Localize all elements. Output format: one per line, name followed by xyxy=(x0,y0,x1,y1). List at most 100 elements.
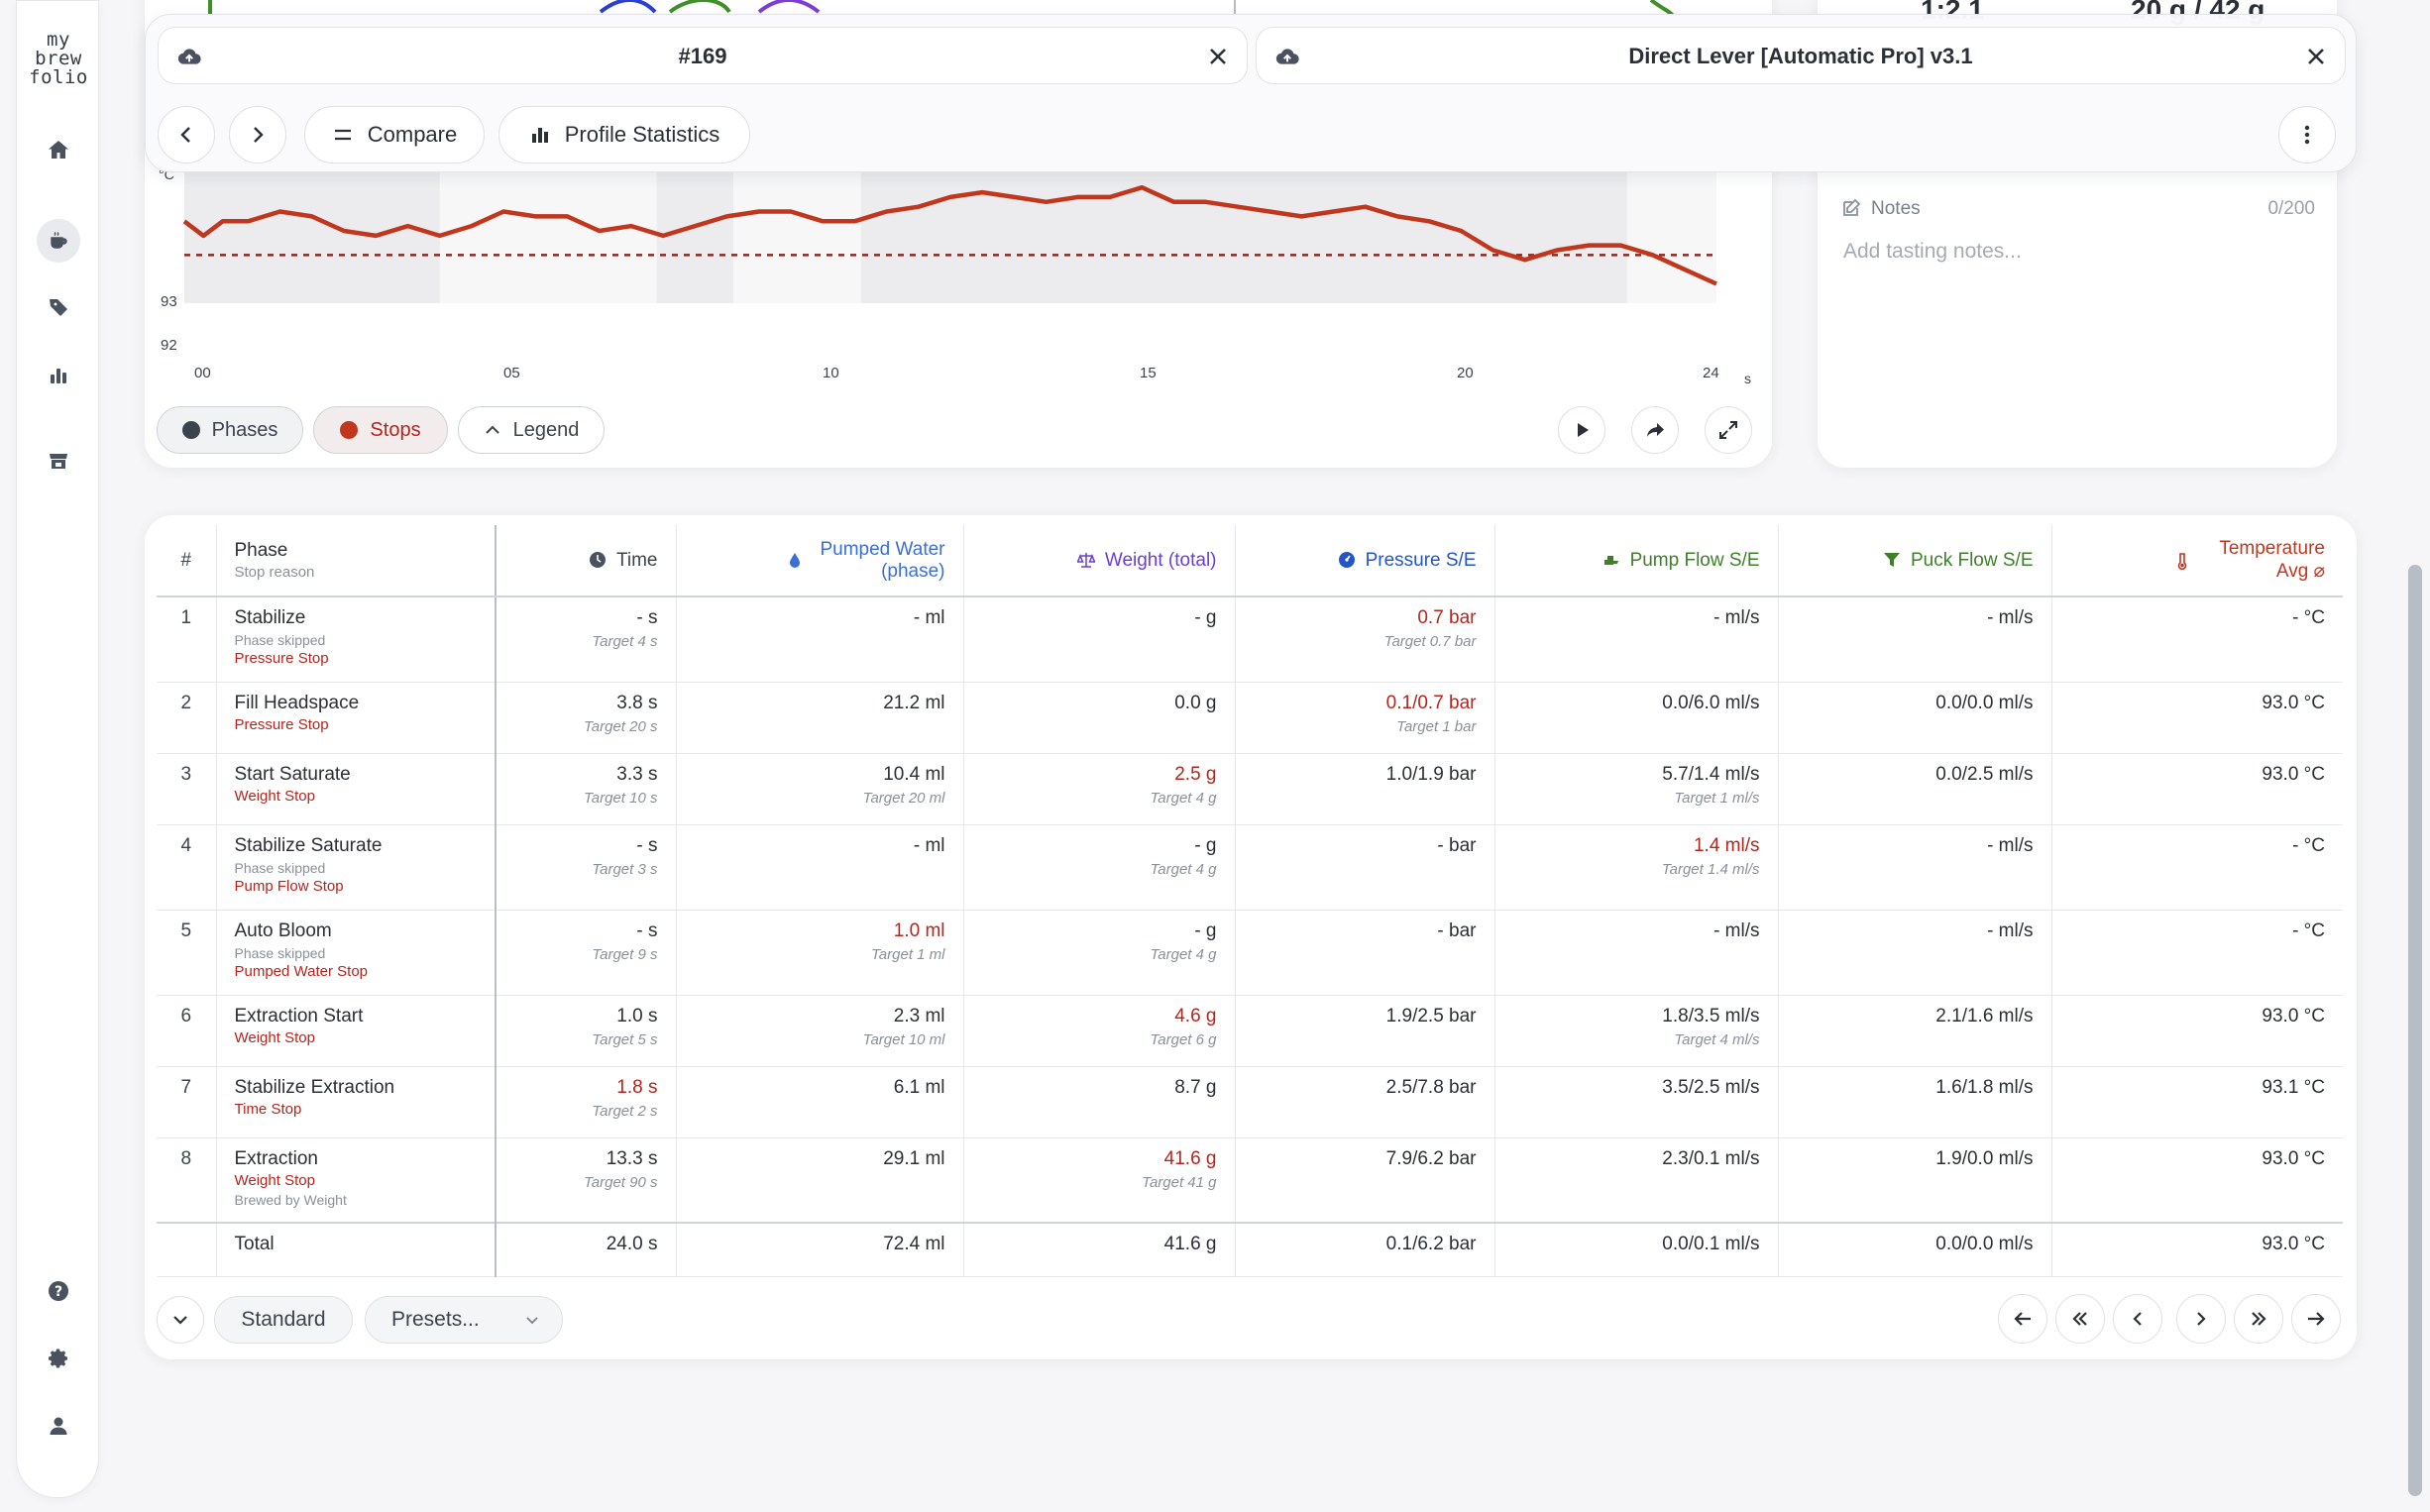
pumped-water-cell: 29.1 ml xyxy=(676,1137,964,1223)
next-page-button[interactable] xyxy=(2176,1294,2226,1344)
play-icon xyxy=(1578,423,1589,437)
tab-profile[interactable]: Direct Lever [Automatic Pro] v3.1 xyxy=(1256,27,2346,84)
previous-page-button[interactable] xyxy=(2113,1294,2162,1344)
bar-chart-icon[interactable] xyxy=(37,354,80,397)
pump-flow-cell-target: Target 4 ml/s xyxy=(1674,1030,1760,1048)
more-options-button[interactable] xyxy=(2278,106,2336,163)
temperature-chart[interactable] xyxy=(145,149,1772,357)
arrow-right-icon xyxy=(2308,1312,2325,1326)
chevron-down-icon xyxy=(526,1317,538,1325)
pump-flow-cell: 3.5/2.5 ml/s xyxy=(1494,1066,1779,1137)
puck-flow-cell: 1.6/1.8 ml/s xyxy=(1778,1066,2052,1137)
standard-view-button[interactable]: Standard xyxy=(214,1296,353,1344)
previous-shot-button[interactable] xyxy=(158,106,215,163)
time-cell: - s Target 9 s xyxy=(496,910,677,995)
fullscreen-button[interactable] xyxy=(1705,406,1752,454)
header-pumped-water[interactable]: Pumped Water (phase) xyxy=(676,525,964,597)
row-number-cell: 7 xyxy=(157,1066,217,1137)
tasting-notes-input[interactable]: Add tasting notes... xyxy=(1843,240,2022,263)
legend-toggle[interactable]: Legend xyxy=(458,406,605,454)
pressure-cell: 1.9/2.5 bar xyxy=(1235,995,1495,1066)
coffee-cup-icon[interactable] xyxy=(37,219,80,263)
table-row[interactable]: 3 Start Saturate Weight Stop 3.3 s Target 10… xyxy=(157,753,2343,824)
help-icon[interactable]: ? xyxy=(37,1269,80,1313)
profile-statistics-button[interactable]: Profile Statistics xyxy=(498,106,750,163)
compare-button[interactable]: Compare xyxy=(304,106,485,163)
pressure-cell-value: 7.9/6.2 bar xyxy=(1385,1147,1477,1169)
temperature-cell-value: 93.0 °C xyxy=(2262,692,2325,713)
weight-cell-value: 41.6 g xyxy=(1163,1147,1217,1169)
header-weight[interactable]: Weight (total) xyxy=(963,525,1236,597)
pressure-cell: - bar xyxy=(1235,910,1495,995)
phase-name: Stabilize xyxy=(234,607,306,628)
first-page-button[interactable] xyxy=(2055,1294,2105,1344)
next-shot-button[interactable] xyxy=(229,106,286,163)
collapse-button[interactable] xyxy=(157,1296,204,1344)
total-time: 24.0 s xyxy=(496,1223,677,1276)
tab-title-shot: #169 xyxy=(678,44,727,68)
stops-toggle[interactable]: Stops xyxy=(313,406,448,454)
row-number-cell: 2 xyxy=(157,682,217,753)
table-row[interactable]: 5 Auto Bloom Phase skipped Pumped Water Sto… xyxy=(157,910,2343,995)
table-row[interactable]: 7 Stabilize Extraction Time Stop 1.8 s Targe… xyxy=(157,1066,2343,1137)
close-icon[interactable] xyxy=(2301,42,2331,71)
chevron-right-icon xyxy=(254,127,264,143)
tab-shot-169[interactable]: #169 xyxy=(158,27,1248,84)
pump-flow-cell-value: 3.5/2.5 ml/s xyxy=(1662,1076,1760,1098)
time-cell-target: Target 2 s xyxy=(592,1102,658,1120)
x-tick-24: 24 xyxy=(1703,365,1719,381)
table-row[interactable]: 8 Extraction Weight Stop Brewed by Weight 13… xyxy=(157,1137,2343,1223)
header-puck-flow[interactable]: Puck Flow S/E xyxy=(1778,525,2052,597)
tag-icon[interactable] xyxy=(37,285,80,329)
time-cell-value: 1.8 s xyxy=(616,1076,658,1098)
time-cell: 3.8 s Target 20 s xyxy=(496,682,677,753)
close-icon[interactable] xyxy=(1203,42,1233,71)
presets-label: Presets... xyxy=(391,1308,480,1331)
phases-label: Phases xyxy=(211,418,278,441)
header-pump-flow[interactable]: Pump Flow S/E xyxy=(1494,525,1779,597)
table-row[interactable]: 1 Stabilize Phase skipped Pressure Stop - s T… xyxy=(157,596,2343,682)
last-page-button[interactable] xyxy=(2234,1294,2283,1344)
app-logo[interactable]: my brew folio xyxy=(17,31,100,87)
home-icon[interactable] xyxy=(37,128,80,171)
weight-cell-value: - g xyxy=(1194,834,1217,856)
table-row[interactable]: 4 Stabilize Saturate Phase skipped Pump Flo… xyxy=(157,824,2343,910)
gear-icon[interactable] xyxy=(37,1337,80,1380)
header-time[interactable]: Time xyxy=(496,525,677,597)
puck-flow-cell-value: 1.6/1.8 ml/s xyxy=(1935,1076,2034,1098)
header-phase[interactable]: Phase Stop reason xyxy=(216,525,497,597)
row-number: 3 xyxy=(180,763,192,785)
puck-flow-cell-value: 1.9/0.0 ml/s xyxy=(1935,1147,2034,1169)
header-pressure[interactable]: Pressure S/E xyxy=(1235,525,1495,597)
time-cell-value: 13.3 s xyxy=(606,1147,658,1169)
scroll-left-button[interactable] xyxy=(1998,1294,2047,1344)
weight-cell: 8.7 g xyxy=(963,1066,1236,1137)
pumped-water-cell-target: Target 1 ml xyxy=(871,945,945,963)
play-button[interactable] xyxy=(1558,406,1605,454)
scroll-right-button[interactable] xyxy=(2291,1294,2341,1344)
presets-select[interactable]: Presets... xyxy=(365,1296,563,1344)
x-tick-20: 20 xyxy=(1457,365,1474,381)
comparison-header: #169 Direct Lever [Automatic Pro] v3.1 C… xyxy=(145,14,2357,172)
total-water: 72.4 ml xyxy=(676,1223,964,1276)
pump-flow-cell-target: Target 1 ml/s xyxy=(1674,789,1760,807)
header-temperature[interactable]: Temperature Avg ⌀ xyxy=(2051,525,2343,597)
puck-flow-cell: 1.9/0.0 ml/s xyxy=(1778,1137,2052,1223)
page-scrollbar[interactable] xyxy=(2408,565,2422,1496)
temperature-cell: - °C xyxy=(2051,596,2343,682)
row-number: 6 xyxy=(180,1005,192,1026)
weight-cell-target: Target 41 g xyxy=(1142,1173,1217,1191)
total-pressure: 0.1/6.2 bar xyxy=(1235,1223,1495,1276)
user-icon[interactable] xyxy=(37,1404,80,1448)
share-button[interactable] xyxy=(1631,406,1679,454)
notes-label: Notes xyxy=(1871,198,1921,219)
legend-label: Legend xyxy=(512,418,580,441)
time-cell-target: Target 5 s xyxy=(592,1030,658,1048)
store-icon[interactable] xyxy=(37,439,80,483)
pumped-water-cell-value: 2.3 ml xyxy=(893,1005,945,1026)
table-row[interactable]: 6 Extraction Start Weight Stop 1.0 s Target … xyxy=(157,995,2343,1066)
table-row[interactable]: 2 Fill Headspace Pressure Stop 3.8 s Target … xyxy=(157,682,2343,753)
phases-toggle[interactable]: Phases xyxy=(157,406,303,454)
puck-flow-cell-value: 0.0/0.0 ml/s xyxy=(1935,692,2034,713)
x-axis-unit: s xyxy=(1744,371,1751,386)
